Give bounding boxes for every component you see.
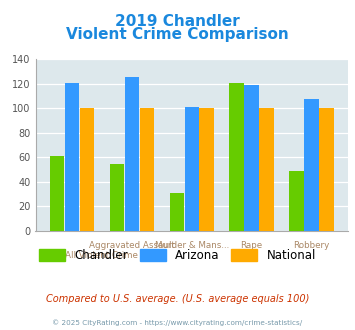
Bar: [125, 77, 139, 231]
Bar: [200, 109, 214, 231]
Bar: [245, 85, 259, 231]
Text: Compared to U.S. average. (U.S. average equals 100): Compared to U.S. average. (U.S. average …: [46, 294, 309, 304]
Bar: [50, 156, 64, 231]
Bar: [170, 193, 184, 231]
Text: Robbery: Robbery: [293, 241, 330, 250]
Bar: [289, 171, 304, 231]
Bar: [110, 164, 124, 231]
Text: Aggravated Assault: Aggravated Assault: [89, 241, 175, 250]
Text: 2019 Chandler: 2019 Chandler: [115, 14, 240, 29]
Text: Murder & Mans...: Murder & Mans...: [154, 241, 229, 250]
Bar: [260, 109, 274, 231]
Text: © 2025 CityRating.com - https://www.cityrating.com/crime-statistics/: © 2025 CityRating.com - https://www.city…: [53, 319, 302, 326]
Bar: [65, 83, 79, 231]
Bar: [140, 109, 154, 231]
Bar: [185, 107, 199, 231]
Bar: [80, 109, 94, 231]
Bar: [319, 109, 334, 231]
Text: Violent Crime Comparison: Violent Crime Comparison: [66, 27, 289, 42]
Bar: [304, 99, 319, 231]
Legend: Chandler, Arizona, National: Chandler, Arizona, National: [34, 244, 321, 266]
Bar: [229, 83, 244, 231]
Text: Rape: Rape: [241, 241, 263, 250]
Text: All Violent Crime: All Violent Crime: [65, 251, 138, 260]
